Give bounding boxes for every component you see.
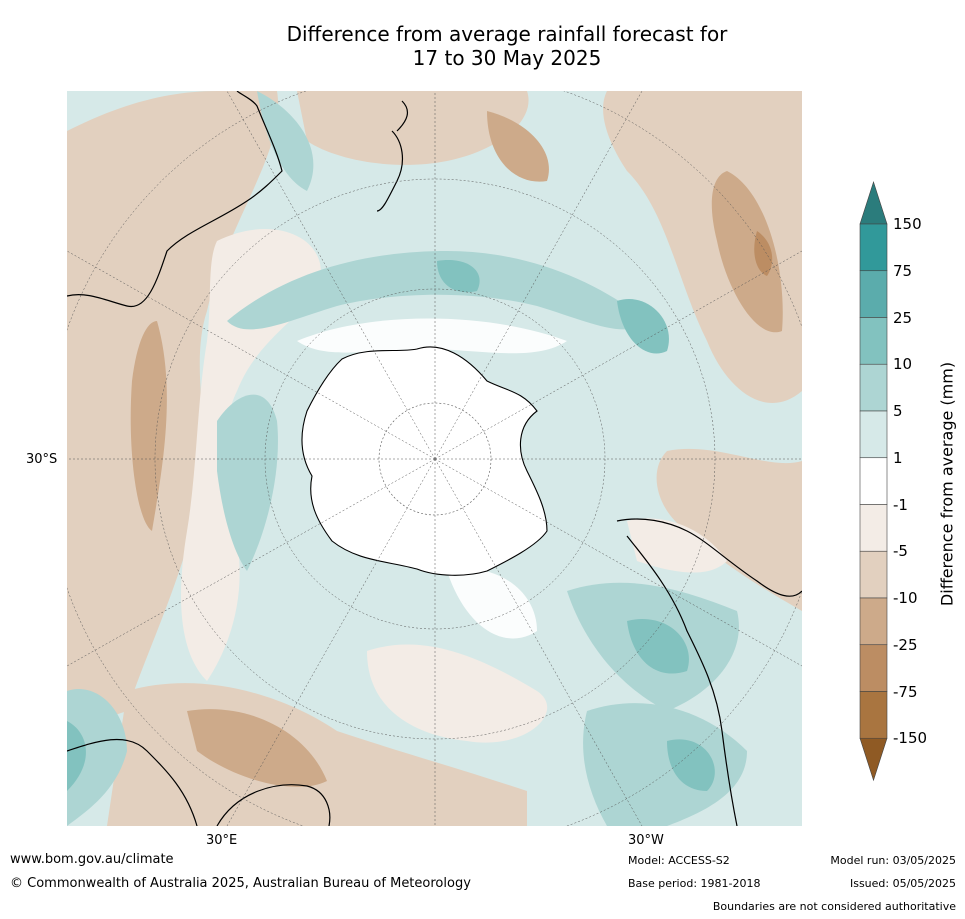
colorbar-tick-label: -1 — [893, 495, 908, 514]
colorbar-tick-label: 10 — [893, 355, 913, 374]
colorbar-swatch — [859, 317, 888, 365]
colorbar-extend-upper — [859, 181, 888, 225]
colorbar-tick-label: -150 — [893, 729, 928, 748]
footer-model-run: Model run: 03/05/2025 — [830, 854, 956, 867]
colorbar-tick-label: 5 — [893, 402, 903, 420]
australia-coast — [67, 91, 283, 308]
wet-nz — [257, 91, 314, 191]
colorbar-swatch — [859, 223, 888, 272]
wet-deep-1 — [617, 299, 669, 354]
footer-disclaimer: Boundaries are not considered authoritat… — [712, 900, 956, 913]
wet-deep-4 — [667, 739, 715, 791]
footer-copyright: © Commonwealth of Australia 2025, Austra… — [10, 876, 471, 891]
neutral-south — [447, 569, 537, 639]
lon-label-30e: 30°E — [206, 833, 238, 848]
wet-deep-5 — [437, 260, 480, 293]
title-line-1: Difference from average rainfall forecas… — [286, 22, 728, 46]
chart-title: Difference from average rainfall forecas… — [200, 22, 814, 70]
colorbar-tick-label: 150 — [893, 215, 922, 233]
footer-website[interactable]: www.bom.gov.au/climate — [10, 852, 174, 867]
colorbar-tick-label: -5 — [893, 542, 908, 561]
neutral-ring — [297, 318, 567, 354]
colorbar-swatch — [859, 270, 888, 318]
antarctica — [301, 346, 548, 576]
dry-deep-3 — [187, 709, 327, 787]
new-zealand-coast — [376, 100, 409, 212]
colorbar-tick-label: -75 — [893, 682, 918, 701]
colorbar-tick-label: 75 — [893, 261, 913, 280]
rainfall-map — [67, 91, 802, 826]
light-dry-south — [367, 644, 548, 743]
colorbar-tick-label: 25 — [893, 308, 913, 327]
lat-label-30s: 30°S — [26, 452, 58, 467]
dry-deep-1 — [711, 171, 783, 333]
colorbar-swatch — [859, 363, 888, 412]
footer-model: Model: ACCESS-S2 — [628, 854, 730, 867]
dry-dark-1 — [754, 231, 773, 276]
south-america-coast — [616, 518, 802, 826]
dry-deep-2 — [130, 321, 167, 531]
graticule — [67, 91, 802, 826]
colorbar-swatch — [859, 410, 888, 459]
colorbar-swatch — [859, 550, 888, 599]
wet-east-pacific — [583, 703, 747, 826]
title-line-2: 17 to 30 May 2025 — [412, 46, 602, 70]
dry-deep-4 — [487, 111, 549, 182]
map-canvas — [67, 91, 802, 826]
colorbar-swatch — [859, 504, 888, 552]
wet-sw-corner — [67, 689, 127, 826]
dry-region-south-atlantic — [656, 448, 802, 611]
dry-region-north-pacific — [297, 91, 529, 165]
wet-ring-west — [217, 394, 278, 571]
light-dry-east — [627, 518, 727, 573]
africa-coast — [67, 738, 331, 826]
footer-base-period: Base period: 1981-2018 — [628, 877, 761, 890]
dry-region-pacific-east — [603, 91, 802, 403]
colorbar-tick-label: -25 — [893, 635, 918, 654]
footer-issued: Issued: 05/05/2025 — [849, 877, 956, 890]
colorbar-extend-lower — [859, 737, 888, 782]
colorbar-swatch — [859, 457, 888, 505]
light-dry-ring — [181, 229, 321, 681]
wet-ring-north — [227, 251, 647, 330]
colorbar-title: Difference from average (mm) — [937, 361, 957, 607]
colorbar-swatch — [859, 644, 888, 692]
colorbar-swatch — [859, 691, 888, 739]
colorbar-swatch — [859, 597, 888, 646]
colorbar-tick-label: 1 — [893, 448, 903, 467]
colorbar-tick-label: -10 — [893, 589, 918, 607]
wet-deep-3 — [67, 721, 86, 791]
wet-deep-2 — [627, 619, 689, 674]
lon-label-30w: 30°W — [628, 833, 664, 848]
